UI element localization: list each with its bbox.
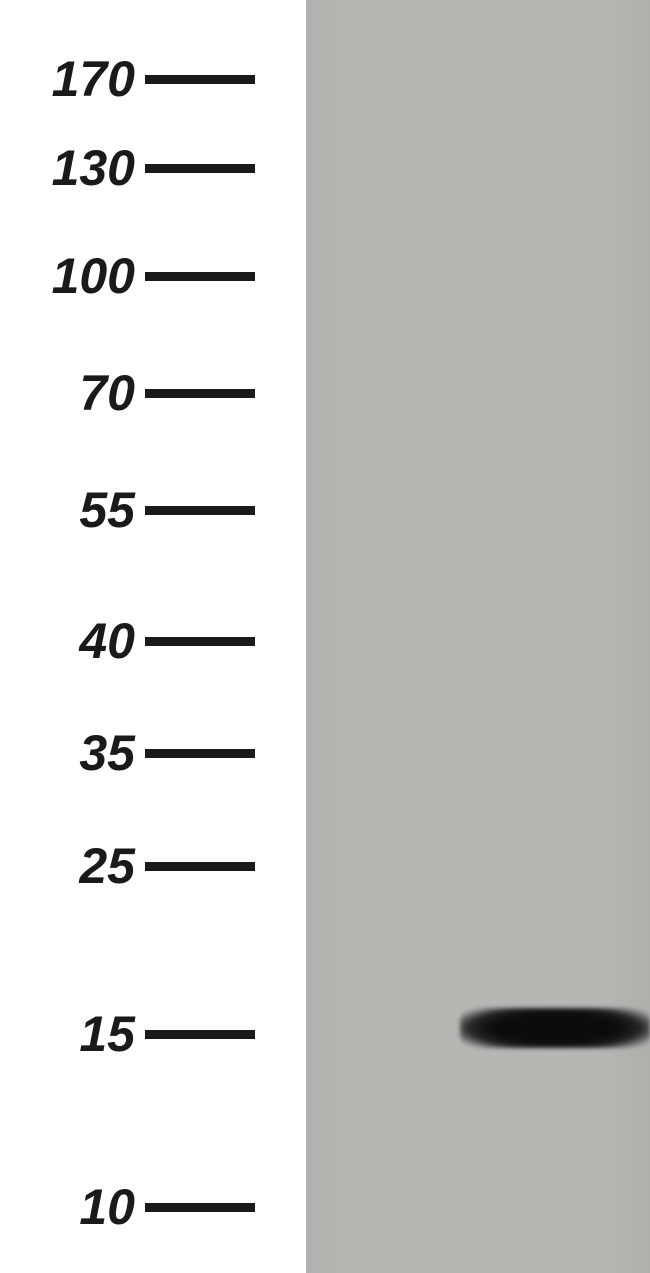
marker-100kda: 100 (0, 247, 300, 305)
marker-tick (145, 75, 255, 84)
marker-label: 40 (0, 612, 145, 670)
marker-tick (145, 389, 255, 398)
marker-label: 25 (0, 837, 145, 895)
marker-label: 55 (0, 481, 145, 539)
marker-label: 130 (0, 139, 145, 197)
western-blot-figure: 170 130 100 70 55 40 35 25 15 10 (0, 0, 650, 1273)
marker-tick (145, 1030, 255, 1039)
marker-55kda: 55 (0, 481, 300, 539)
marker-15kda: 15 (0, 1005, 300, 1063)
marker-label: 35 (0, 724, 145, 782)
marker-label: 10 (0, 1178, 145, 1236)
marker-label: 170 (0, 50, 145, 108)
marker-25kda: 25 (0, 837, 300, 895)
marker-40kda: 40 (0, 612, 300, 670)
molecular-weight-ladder: 170 130 100 70 55 40 35 25 15 10 (0, 0, 300, 1273)
band-sample-15kda (460, 1008, 650, 1048)
blot-membrane (306, 0, 650, 1273)
marker-tick (145, 862, 255, 871)
marker-130kda: 130 (0, 139, 300, 197)
blot-lanes (306, 0, 650, 1273)
marker-10kda: 10 (0, 1178, 300, 1236)
marker-tick (145, 272, 255, 281)
marker-170kda: 170 (0, 50, 300, 108)
marker-label: 70 (0, 364, 145, 422)
marker-35kda: 35 (0, 724, 300, 782)
marker-70kda: 70 (0, 364, 300, 422)
marker-tick (145, 637, 255, 646)
marker-tick (145, 164, 255, 173)
marker-label: 100 (0, 247, 145, 305)
marker-tick (145, 1203, 255, 1212)
marker-tick (145, 749, 255, 758)
marker-label: 15 (0, 1005, 145, 1063)
marker-tick (145, 506, 255, 515)
